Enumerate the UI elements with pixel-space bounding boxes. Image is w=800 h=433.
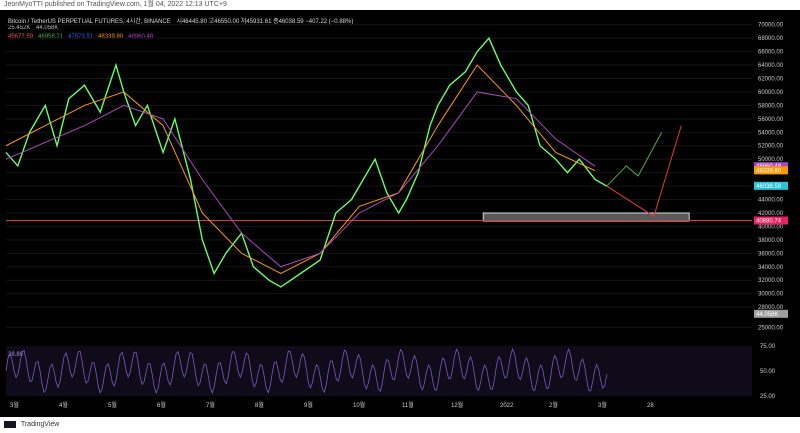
rsi-tick-0: 25.00 [760, 394, 776, 400]
tradingview-logo-icon [4, 420, 16, 428]
price-tick-20: 66000.00 [758, 50, 784, 56]
price-tick-16: 58000.00 [758, 103, 784, 109]
rsi-legend-value: 38.89 [8, 352, 23, 358]
x-tick-10: 2022 [500, 403, 514, 409]
price-label-3: 40880.74 [756, 219, 782, 225]
tradingview-brand: TradingView [20, 421, 60, 428]
rsi-tick-1: 50.00 [760, 369, 776, 375]
support-zone [482, 212, 690, 222]
price-tick-5: 36000.00 [758, 251, 784, 257]
rsi-line [5, 347, 608, 395]
price-label-bg-3 [754, 216, 788, 225]
x-tick-4: 7월 [206, 401, 215, 409]
price-tick-7: 40000.00 [758, 224, 784, 230]
price-label-bg-2 [754, 181, 788, 190]
ohlc-values: 시46445.80 고46550.00 저45931.61 종46038.59 … [176, 19, 354, 25]
price-tick-15: 56000.00 [758, 117, 784, 123]
ema-value-1: 46958.21 [38, 34, 64, 40]
price-tick-3: 32000.00 [758, 278, 784, 284]
price-tick-17: 60000.00 [758, 90, 784, 96]
price-label-4: 44.058K [756, 312, 778, 318]
volume-legend: 25.452K 44.058K [8, 25, 58, 31]
ema-value-4: 48960.48 [128, 34, 154, 40]
x-tick-3: 6월 [157, 401, 166, 409]
price-tick-8: 42000.00 [758, 211, 784, 217]
x-tick-2: 5월 [108, 401, 117, 409]
x-tick-13: 28 [647, 403, 654, 409]
price-tick-9: 44000.00 [758, 198, 784, 204]
ema-legend: 45677.59 46958.21 47873.51 48339.80 48960.48 [8, 34, 158, 40]
price-label-1: 48339.80 [756, 168, 782, 174]
projection-1 [606, 125, 682, 218]
price-series-line [5, 36, 608, 288]
price-chart[interactable]: 25000.00 28000.00 30000.00 32000.00 34000.00… [0, 10, 800, 417]
price-label-bg-1 [754, 166, 788, 175]
price-label-bg-4 [754, 309, 788, 318]
price-tick-22: 70000.00 [758, 23, 784, 29]
x-tick-7: 10월 [353, 401, 365, 409]
rsi-band [6, 346, 752, 396]
price-label-2: 46038.59 [756, 184, 782, 190]
price-tick-14: 54000.00 [758, 130, 784, 136]
x-tick-0: 3월 [10, 401, 19, 409]
volume-a: 25.452K [8, 25, 31, 31]
x-tick-8: 11월 [402, 401, 414, 409]
ema-line-0 [5, 64, 596, 275]
rsi-tick-2: 75.00 [760, 344, 776, 350]
footer-brand: TradingView [0, 417, 800, 433]
ema-value-3: 48339.80 [98, 34, 124, 40]
symbol-name: Bitcoin / TetherUS PERPETUAL FUTURES, 4시… [8, 19, 171, 25]
projection-0 [606, 132, 663, 187]
price-tick-2: 30000.00 [758, 292, 784, 298]
x-tick-9: 12월 [451, 401, 463, 409]
price-tick-0: 25000.00 [758, 325, 784, 331]
x-tick-1: 4월 [59, 401, 68, 409]
ema-line-1 [5, 91, 596, 268]
ema-value-0: 45677.59 [8, 34, 34, 40]
x-tick-6: 9월 [304, 401, 313, 409]
x-tick-12: 3월 [598, 401, 607, 409]
price-tick-12: 50000.00 [758, 157, 784, 163]
price-tick-6: 38000.00 [758, 238, 784, 244]
price-tick-21: 68000.00 [758, 36, 784, 42]
price-tick-4: 34000.00 [758, 265, 784, 271]
price-tick-19: 64000.00 [758, 63, 784, 69]
ema-value-2: 47873.51 [68, 34, 94, 40]
price-tick-1: 28000.00 [758, 305, 784, 311]
price-label-bg-0 [754, 162, 788, 171]
x-tick-5: 8월 [255, 401, 264, 409]
publish-note: JeonMyoTTI published on TradingView.com,… [0, 0, 800, 10]
price-tick-18: 62000.00 [758, 77, 784, 83]
volume-b: 44.058K [36, 25, 59, 31]
price-tick-13: 52000.00 [758, 144, 784, 150]
symbol-legend: Bitcoin / TetherUS PERPETUAL FUTURES, 4시… [8, 16, 353, 25]
x-tick-11: 2월 [549, 401, 558, 409]
